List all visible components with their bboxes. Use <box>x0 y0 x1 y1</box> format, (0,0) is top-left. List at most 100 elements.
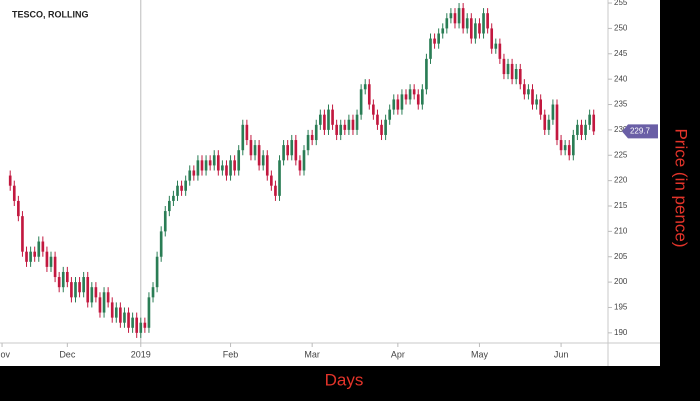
x-tick-label: Feb <box>223 349 239 359</box>
candle-body <box>396 99 400 110</box>
candle-body <box>151 287 155 298</box>
candle-body <box>135 317 139 333</box>
candle-body <box>457 8 461 24</box>
candle-body <box>237 150 241 171</box>
candle-body <box>147 297 151 328</box>
candle-body <box>461 8 465 29</box>
candle-body <box>339 124 343 135</box>
candle-body <box>74 282 77 298</box>
candle-body <box>535 99 538 105</box>
y-tick-label: 245 <box>614 49 628 58</box>
candle-body <box>408 89 412 100</box>
candle-body <box>229 160 232 176</box>
candle-body <box>253 145 257 156</box>
candle-body <box>176 185 179 196</box>
candle-body <box>404 94 408 100</box>
candle-body <box>204 160 208 171</box>
candle-body <box>106 292 110 303</box>
candle-body <box>494 43 498 49</box>
candle-body <box>559 140 563 151</box>
candle-body <box>86 277 90 303</box>
candle-body <box>592 114 596 132</box>
candle-body <box>225 165 228 176</box>
candle-body <box>278 160 281 196</box>
candle-body <box>8 175 12 186</box>
candle-body <box>335 124 338 135</box>
x-tick-label: Nov <box>0 349 11 359</box>
candle-body <box>567 145 571 156</box>
candle-body <box>359 89 363 115</box>
y-tick-label: 255 <box>614 0 628 7</box>
candle-body <box>486 13 489 29</box>
candle-body <box>184 180 187 191</box>
x-tick-label: 2019 <box>131 349 151 359</box>
candle-body <box>363 84 367 90</box>
candle-body <box>143 322 147 328</box>
candle-body <box>298 160 302 171</box>
candle-body <box>159 231 163 257</box>
candle-body <box>163 211 167 232</box>
y-tick-label: 215 <box>614 201 628 210</box>
y-tick-label: 190 <box>614 328 628 337</box>
x-tick-label: Dec <box>59 349 76 359</box>
candle-body <box>502 58 506 75</box>
candle-body <box>571 134 575 156</box>
y-tick-label: 220 <box>614 176 628 185</box>
candle-body <box>584 124 587 135</box>
candle-body <box>17 200 20 217</box>
candle-body <box>155 256 159 288</box>
candle-body <box>490 28 494 49</box>
candle-body <box>61 271 65 288</box>
candle-body <box>216 155 220 171</box>
candle-body <box>547 119 551 130</box>
candle-body <box>384 119 387 135</box>
candle-body <box>172 195 175 201</box>
last-price-label: 229.7 <box>630 127 651 136</box>
candle-body <box>90 287 94 303</box>
candle-body <box>531 89 534 105</box>
candle-body <box>221 165 224 171</box>
x-tick-label: Jun <box>554 349 569 359</box>
candle-body <box>555 104 559 141</box>
candle-body <box>539 99 542 115</box>
candle-body <box>498 43 502 59</box>
candle-body <box>563 145 567 151</box>
candle-body <box>94 287 98 298</box>
candle-body <box>123 312 126 323</box>
candle-body <box>588 114 591 125</box>
candle-body <box>469 18 473 39</box>
candle-body <box>580 124 583 135</box>
candle-body <box>551 104 555 120</box>
candle-body <box>196 160 200 176</box>
x-tick-label: Apr <box>391 349 405 359</box>
candle-body <box>347 119 351 130</box>
candle-body <box>282 145 285 161</box>
candle-body <box>449 13 453 19</box>
candle-body <box>200 160 204 171</box>
candle-body <box>245 124 249 141</box>
candle-body <box>29 251 32 262</box>
y-tick-label: 205 <box>614 252 628 261</box>
y-tick-label: 225 <box>614 150 628 159</box>
candle-body <box>318 114 322 125</box>
candle-body <box>474 23 477 39</box>
chart-title: TESCO, ROLLING <box>12 9 89 19</box>
candle-body <box>294 140 298 161</box>
candle-body <box>78 282 81 293</box>
candle-body <box>168 200 171 212</box>
candle-body <box>33 251 37 257</box>
candle-body <box>306 134 310 151</box>
candle-body <box>518 69 522 85</box>
candle-body <box>482 13 485 34</box>
candle-body <box>380 124 383 135</box>
candle-body <box>119 307 122 323</box>
y-tick-label: 210 <box>614 226 628 235</box>
candle-body <box>527 89 530 95</box>
y-tick-label: 235 <box>614 100 628 109</box>
candle-body <box>249 140 253 156</box>
candle-body <box>506 63 510 75</box>
candle-body <box>331 109 334 125</box>
candle-body <box>388 109 392 120</box>
x-axis-label: Days <box>325 370 364 389</box>
